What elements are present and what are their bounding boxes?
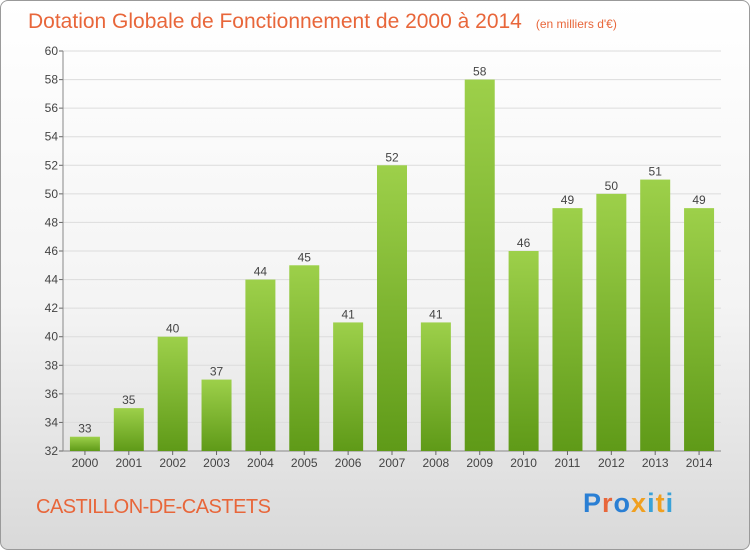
logo-letter: t xyxy=(655,488,666,518)
x-tick-label: 2007 xyxy=(379,456,406,470)
commune-name: CASTILLON-DE-CASTETS xyxy=(36,496,271,518)
bar xyxy=(420,322,451,451)
x-tick-label: 2010 xyxy=(510,456,537,470)
data-label: 52 xyxy=(385,150,399,164)
data-label: 41 xyxy=(429,307,443,321)
y-tick-label: 42 xyxy=(45,301,59,315)
data-label: 45 xyxy=(298,250,312,264)
y-tick-label: 50 xyxy=(45,187,59,201)
data-label: 37 xyxy=(210,365,224,379)
data-label: 41 xyxy=(341,307,355,321)
y-tick-label: 32 xyxy=(45,444,59,458)
bar xyxy=(684,208,715,451)
bar xyxy=(552,208,583,451)
bar xyxy=(113,408,144,451)
bar xyxy=(69,436,100,451)
y-tick-label: 36 xyxy=(45,387,59,401)
x-tick-label: 2008 xyxy=(423,456,450,470)
data-label: 50 xyxy=(605,179,619,193)
logo-letter: r xyxy=(602,488,614,518)
data-label: 33 xyxy=(78,422,92,436)
y-tick-label: 60 xyxy=(45,44,59,58)
data-label: 49 xyxy=(561,193,575,207)
x-tick-label: 2001 xyxy=(115,456,142,470)
x-tick-label: 2006 xyxy=(335,456,362,470)
y-tick-label: 46 xyxy=(45,244,59,258)
logo-letter: i xyxy=(647,488,656,518)
y-tick-label: 56 xyxy=(45,101,59,115)
data-label: 46 xyxy=(517,236,531,250)
bar xyxy=(201,379,232,451)
y-tick-label: 34 xyxy=(45,415,59,429)
bar xyxy=(640,179,671,452)
x-tick-label: 2000 xyxy=(72,456,99,470)
bar xyxy=(245,279,276,451)
logo-letter: o xyxy=(613,488,632,518)
logo-letter: P xyxy=(583,488,603,518)
x-tick-label: 2009 xyxy=(466,456,493,470)
data-label: 35 xyxy=(122,393,136,407)
x-tick-label: 2014 xyxy=(686,456,713,470)
chart-title: Dotation Globale de Fonctionnement de 20… xyxy=(28,10,617,34)
bar xyxy=(596,193,627,451)
x-tick-label: 2003 xyxy=(203,456,230,470)
y-tick-label: 48 xyxy=(45,215,59,229)
data-label: 51 xyxy=(649,165,663,179)
data-label: 40 xyxy=(166,322,180,336)
x-tick-label: 2002 xyxy=(159,456,186,470)
bar xyxy=(157,336,188,451)
y-tick-label: 52 xyxy=(45,158,59,172)
x-tick-label: 2013 xyxy=(642,456,669,470)
logo-letter: i xyxy=(665,488,675,518)
logo-letter: x xyxy=(631,488,648,518)
x-tick-label: 2011 xyxy=(555,456,581,470)
data-label: 49 xyxy=(692,193,706,207)
x-tick-label: 2005 xyxy=(291,456,318,470)
x-tick-label: 2004 xyxy=(247,456,274,470)
chart-title-text: Dotation Globale de Fonctionnement de 20… xyxy=(28,10,522,33)
data-label: 44 xyxy=(254,265,268,279)
bar xyxy=(464,79,495,452)
bar xyxy=(377,165,407,452)
x-tick-label: 2012 xyxy=(598,456,625,470)
y-tick-label: 40 xyxy=(45,330,59,344)
y-tick-label: 54 xyxy=(45,130,59,144)
y-tick-label: 58 xyxy=(45,73,59,87)
bar xyxy=(508,251,539,451)
data-label: 58 xyxy=(473,65,487,79)
chart-subtitle: (en milliers d'€) xyxy=(535,17,617,31)
y-tick-label: 38 xyxy=(45,358,59,372)
proxiti-logo: Proxiti xyxy=(583,488,674,519)
y-tick-label: 44 xyxy=(45,273,59,287)
bar xyxy=(333,322,364,451)
bar xyxy=(289,265,320,451)
